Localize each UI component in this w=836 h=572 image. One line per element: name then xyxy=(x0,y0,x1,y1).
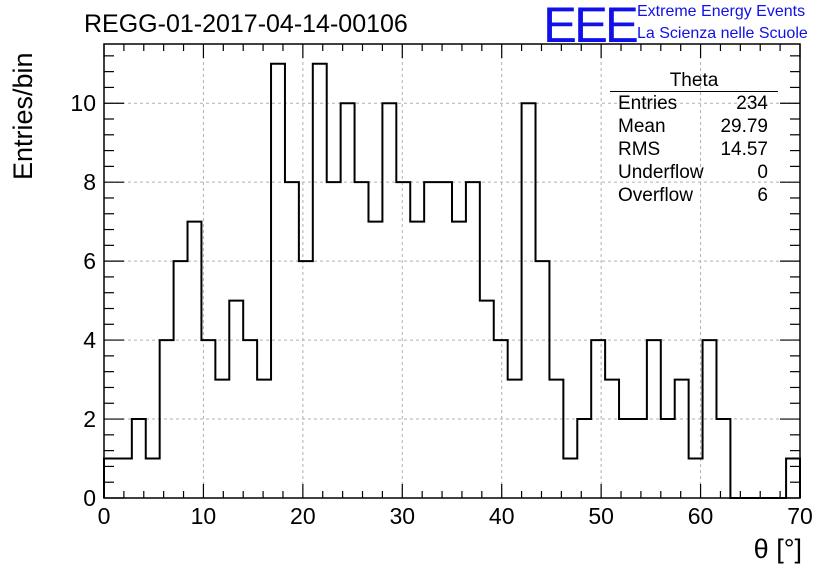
histogram-bin xyxy=(243,340,257,498)
run-title: REGG-01-2017-04-14-00106 xyxy=(84,10,408,38)
histogram-bin xyxy=(563,459,577,498)
histogram-bin xyxy=(549,380,563,498)
histogram-bin xyxy=(619,419,633,498)
x-tick-label: 40 xyxy=(489,503,515,529)
histogram-bin xyxy=(396,182,410,498)
x-tick-label: 30 xyxy=(389,503,415,529)
histogram-bin xyxy=(118,459,132,498)
histogram-bin xyxy=(299,261,313,498)
stats-box: Theta Entries 234 Mean 29.79 RMS 14.57 U… xyxy=(610,70,778,207)
histogram-bin xyxy=(494,340,508,498)
histogram-bin xyxy=(480,301,494,498)
stats-value: 6 xyxy=(757,185,768,206)
x-axis-label: θ [°] xyxy=(753,534,802,564)
histogram-bin xyxy=(229,301,243,498)
logo-subtitle-line1: Extreme Energy Events xyxy=(637,3,806,20)
x-tick-label: 0 xyxy=(98,503,111,529)
stats-box-title: Theta xyxy=(610,70,778,92)
stats-label: Entries xyxy=(618,93,678,114)
histogram-bin xyxy=(174,261,188,498)
stats-row-mean: Mean 29.79 xyxy=(610,115,778,138)
histogram-bin xyxy=(146,459,160,498)
histogram-bin xyxy=(410,222,424,498)
histogram-bin xyxy=(591,340,605,498)
histogram-bin xyxy=(201,340,215,498)
stats-value: 0 xyxy=(757,162,768,183)
histogram-bin xyxy=(424,182,438,498)
histogram-bin xyxy=(160,340,174,498)
stats-value: 14.57 xyxy=(720,139,768,160)
histogram-bin xyxy=(327,182,341,498)
x-tick-label: 70 xyxy=(787,503,813,529)
y-tick-label: 10 xyxy=(70,90,96,116)
histogram-bin xyxy=(452,222,466,498)
y-tick-label: 8 xyxy=(83,169,96,195)
histogram-bin xyxy=(341,103,355,498)
histogram-bin xyxy=(633,419,647,498)
histogram-bin xyxy=(522,103,536,498)
histogram-bin xyxy=(257,380,271,498)
histogram-bin xyxy=(271,64,285,498)
stats-row-underflow: Underflow 0 xyxy=(610,161,778,184)
histogram-outline xyxy=(103,62,801,499)
plot-frame xyxy=(103,43,801,499)
histogram-bin xyxy=(285,182,299,498)
histogram-bin xyxy=(188,222,202,498)
stats-label: Underflow xyxy=(618,162,704,183)
x-tick-label: 50 xyxy=(588,503,614,529)
histogram-bin xyxy=(605,380,619,498)
histogram-bin xyxy=(215,380,229,498)
histogram-bin xyxy=(716,419,730,498)
histogram-bin xyxy=(675,380,689,498)
x-tick-label: 10 xyxy=(191,503,217,529)
histogram-bin xyxy=(355,182,369,498)
histogram-bin xyxy=(661,419,675,498)
stats-label: Overflow xyxy=(618,185,693,206)
histogram-bin xyxy=(368,222,382,498)
stats-label: RMS xyxy=(618,139,661,160)
histogram-bin xyxy=(577,419,591,498)
x-tick-label: 20 xyxy=(290,503,316,529)
histogram-bin xyxy=(536,261,550,498)
stats-value: 234 xyxy=(736,93,768,114)
histogram-bin xyxy=(786,459,800,498)
histogram-bin xyxy=(466,182,480,498)
histogram-bin xyxy=(104,459,118,498)
stats-row-entries: Entries 234 xyxy=(610,92,778,115)
histogram-bin xyxy=(313,64,327,498)
y-tick-label: 4 xyxy=(83,327,96,353)
histogram-bin xyxy=(703,340,717,498)
y-tick-label: 0 xyxy=(83,485,96,511)
histogram-bin xyxy=(647,340,661,498)
logo-subtitle-line2: La Scienza nelle Scuole xyxy=(637,25,808,42)
y-tick-label: 2 xyxy=(83,406,96,432)
stats-row-rms: RMS 14.57 xyxy=(610,138,778,161)
histogram-bin xyxy=(382,103,396,498)
histogram-bin xyxy=(508,380,522,498)
stats-row-overflow: Overflow 6 xyxy=(610,184,778,207)
stats-label: Mean xyxy=(618,116,666,137)
histogram-bin xyxy=(438,182,452,498)
stats-value: 29.79 xyxy=(720,116,768,137)
histogram-bin xyxy=(132,419,146,498)
y-tick-label: 6 xyxy=(83,248,96,274)
x-tick-label: 60 xyxy=(688,503,714,529)
